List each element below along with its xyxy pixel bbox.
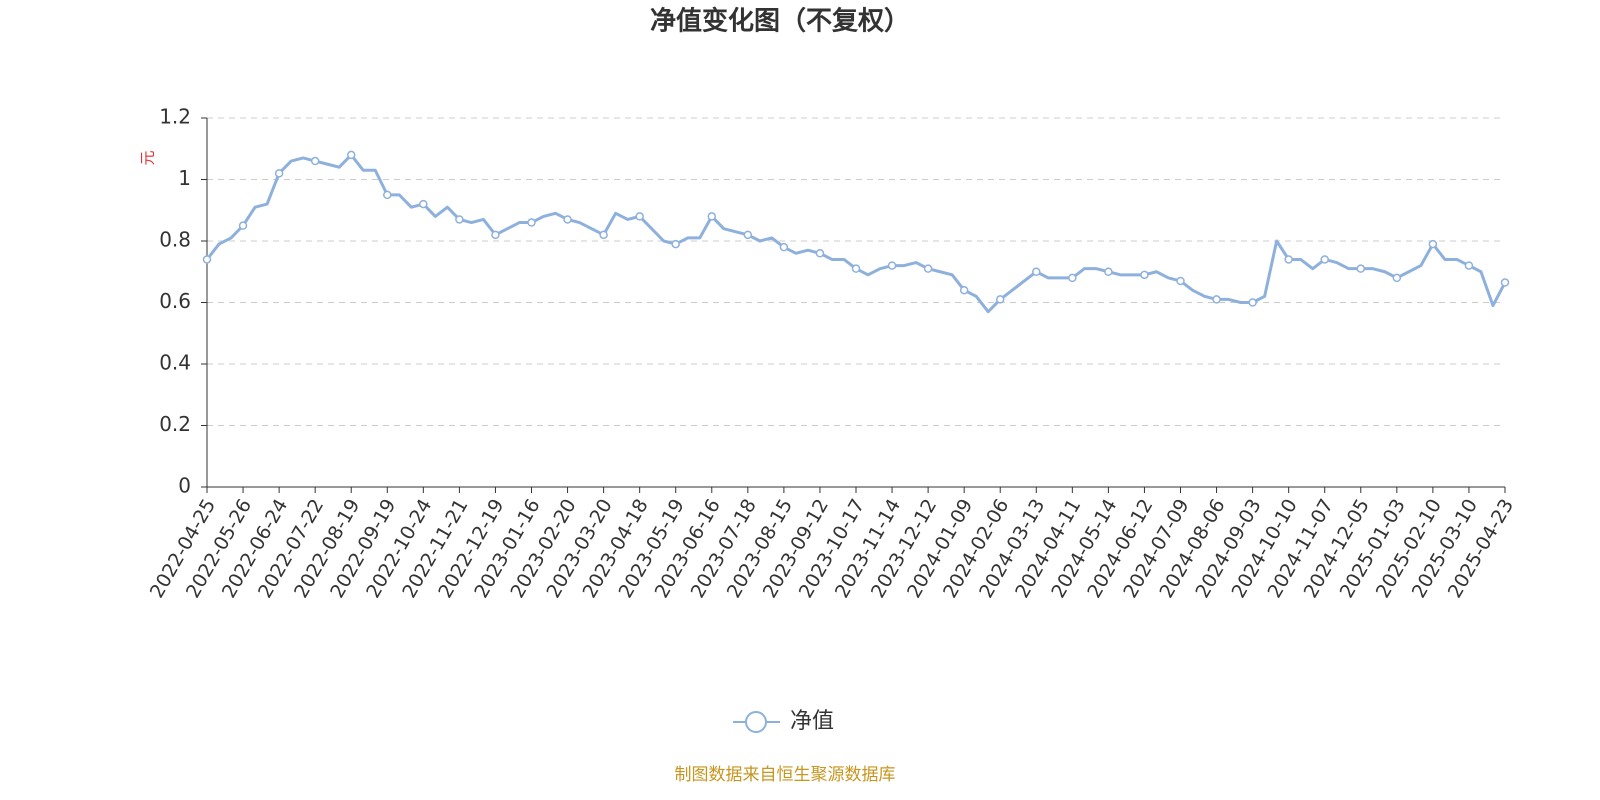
point-marker: [599, 230, 608, 240]
point-marker: [1392, 273, 1402, 283]
point-marker: [310, 156, 320, 166]
point-marker: [1356, 264, 1366, 273]
point-marker: [743, 230, 753, 240]
point-marker: [1284, 255, 1293, 264]
point-marker: [671, 239, 680, 249]
y-tick-label: 0: [178, 474, 191, 498]
y-axis-label: 元: [139, 150, 157, 165]
point-marker: [995, 295, 1005, 304]
y-tick-label: 0.8: [159, 228, 191, 252]
point-marker: [779, 242, 789, 252]
point-marker: [923, 264, 933, 273]
chart-title: 净值变化图（不复权）: [650, 6, 910, 37]
point-marker: [274, 169, 284, 178]
point-marker: [383, 190, 392, 200]
point-marker: [527, 218, 536, 227]
point-marker: [1428, 239, 1438, 249]
source-note: 制图数据来自恒生聚源数据库: [675, 765, 896, 785]
point-marker: [815, 249, 825, 258]
point-marker: [1104, 267, 1113, 276]
point-marker: [887, 261, 897, 270]
point-marker: [455, 215, 464, 224]
point-marker: [959, 285, 969, 295]
point-marker: [1176, 276, 1185, 286]
point-marker: [419, 199, 428, 209]
legend-label: 净值: [790, 709, 834, 734]
point-marker: [1500, 278, 1510, 287]
point-marker: [1140, 270, 1149, 280]
y-tick-label: 1: [178, 166, 191, 190]
point-marker: [1068, 273, 1077, 283]
point-marker: [707, 212, 717, 221]
point-marker: [1248, 298, 1257, 307]
point-marker: [202, 255, 212, 264]
point-marker: [491, 230, 500, 240]
y-tick-label: 0.4: [159, 351, 191, 375]
point-marker: [851, 264, 861, 273]
legend-marker: [745, 711, 767, 733]
y-tick-label: 0.6: [159, 289, 191, 313]
y-tick-label: 1.2: [159, 105, 191, 129]
point-marker: [238, 221, 248, 230]
line: [205, 153, 1507, 314]
point-marker: [1320, 255, 1329, 264]
point-marker: [635, 212, 644, 221]
y-tick-label: 0.2: [159, 412, 191, 436]
point-marker: [1464, 261, 1474, 270]
point-marker: [1212, 295, 1221, 304]
point-marker: [1032, 267, 1041, 276]
point-marker: [563, 215, 572, 224]
point-marker: [346, 150, 356, 160]
